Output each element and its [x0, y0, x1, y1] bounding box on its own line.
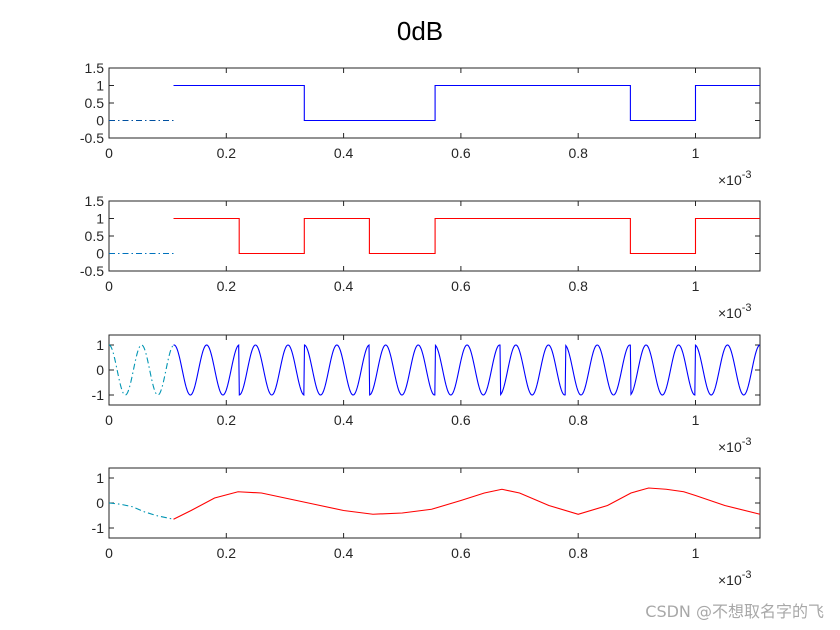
y-tick-label: 1.5	[85, 193, 105, 209]
x-tick-label: 0	[105, 145, 113, 161]
y-tick-label: 0	[96, 495, 104, 511]
subplot-4: 0 0.2 0.4 0.6 0.8 110-1×10-3	[92, 467, 761, 588]
y-tick-label: 1	[96, 470, 104, 486]
x-tick-label: 0.6	[451, 412, 471, 428]
x-tick-label: 0.6	[451, 145, 471, 161]
y-tick-label: 0	[96, 362, 104, 378]
x-tick-label: 0.4	[334, 278, 354, 294]
y-tick-label: 1	[96, 211, 104, 227]
series-line-1	[108, 344, 174, 396]
series-line-2	[173, 217, 760, 255]
x-tick-label: 0.2	[217, 412, 237, 428]
x-tick-label: 0	[105, 412, 113, 428]
y-tick-label: 0	[96, 113, 104, 129]
x-tick-label: 0.6	[451, 278, 471, 294]
watermark: CSDN @不想取名字的飞	[645, 602, 824, 621]
series-line-2	[173, 487, 761, 520]
x-exponent-label: ×10-3	[718, 302, 752, 321]
axes-box	[108, 467, 761, 539]
axes-box	[108, 200, 761, 272]
y-tick-label: 1	[96, 78, 104, 94]
series-line-2	[173, 343, 761, 397]
x-tick-label: 0	[105, 545, 113, 561]
x-exponent-label: ×10-3	[718, 169, 752, 188]
x-tick-label: 0.4	[334, 145, 354, 161]
x-tick-label: 0.8	[568, 412, 588, 428]
x-exponent-label: ×10-3	[718, 436, 752, 455]
x-tick-label: 1	[692, 278, 700, 294]
figure-title: 0dB	[397, 16, 443, 46]
y-tick-label: -0.5	[80, 263, 104, 279]
x-tick-label: 0.2	[217, 545, 237, 561]
y-tick-label: 0.5	[85, 95, 105, 111]
subplot-3: 0 0.2 0.4 0.6 0.8 110-1×10-3	[92, 334, 761, 455]
x-tick-label: 1	[692, 145, 700, 161]
y-tick-label: -1	[92, 387, 105, 403]
subplot-2: 0 0.2 0.4 0.6 0.8 11.510.50-0.5×10-3	[80, 193, 761, 321]
x-tick-label: 0.8	[568, 545, 588, 561]
y-tick-label: 0	[96, 246, 104, 262]
x-tick-label: 0.4	[334, 545, 354, 561]
y-tick-label: -0.5	[80, 130, 104, 146]
x-tick-label: 0.8	[568, 145, 588, 161]
series-line-2	[173, 84, 760, 122]
y-tick-label: 1.5	[85, 60, 105, 76]
y-tick-label: 1	[96, 337, 104, 353]
x-tick-label: 1	[692, 545, 700, 561]
y-tick-label: -1	[92, 520, 105, 536]
x-tick-label: 0	[105, 278, 113, 294]
x-tick-label: 0.4	[334, 412, 354, 428]
axes-box	[108, 67, 761, 139]
x-tick-label: 1	[692, 412, 700, 428]
y-tick-label: 0.5	[85, 228, 105, 244]
x-tick-label: 0.8	[568, 278, 588, 294]
x-tick-label: 0.2	[217, 145, 237, 161]
x-tick-label: 0.2	[217, 278, 237, 294]
x-tick-label: 0.6	[451, 545, 471, 561]
x-exponent-label: ×10-3	[718, 569, 752, 588]
series-line-1	[108, 502, 174, 520]
subplot-1: 0 0.2 0.4 0.6 0.8 11.510.50-0.5×10-3	[80, 60, 761, 188]
